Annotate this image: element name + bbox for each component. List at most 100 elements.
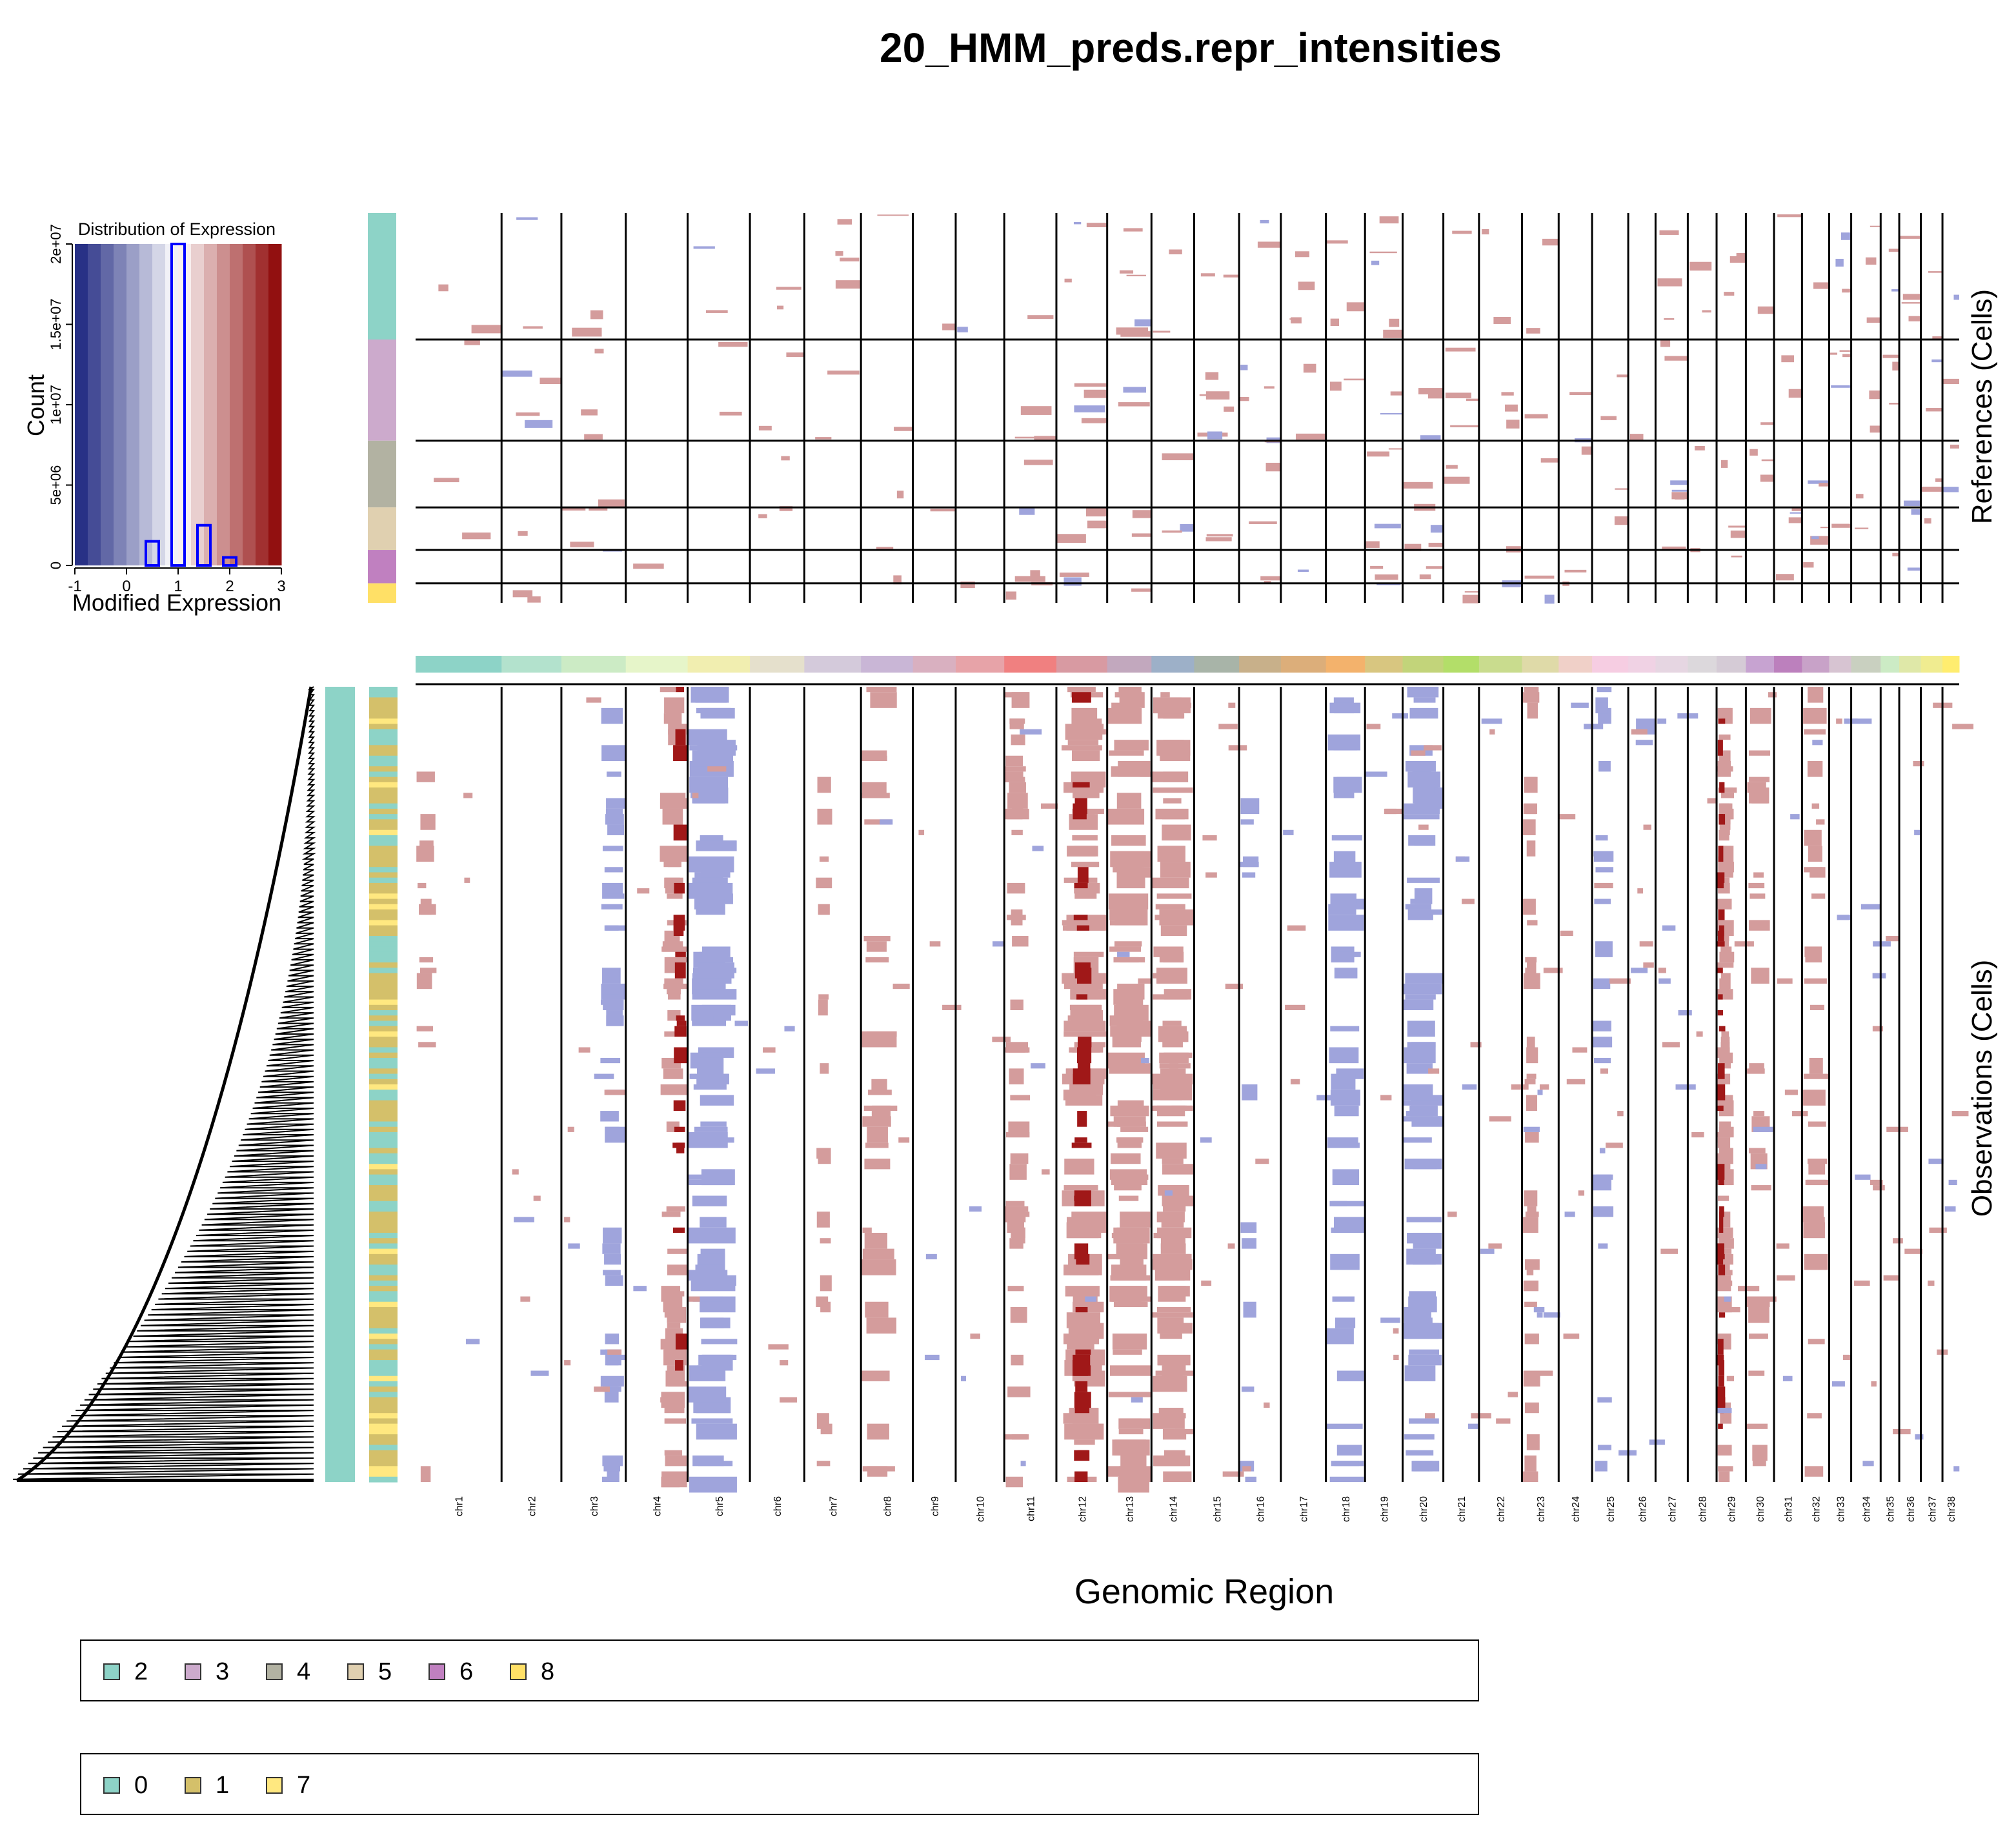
reference-gain-cell: [840, 258, 860, 261]
reference-gain-cell: [1675, 494, 1685, 500]
observation-gain-cell: [1163, 740, 1184, 746]
observation-loss-cell: [713, 1015, 723, 1021]
observation-loss-cell: [1332, 1169, 1360, 1186]
observation-gain-cell: [594, 1386, 610, 1392]
reference-gain-cell: [876, 547, 894, 549]
observation-loss-cell: [1405, 994, 1436, 1000]
observation-gain-cell: [675, 1334, 688, 1350]
reference-gain-cell: [1427, 391, 1444, 399]
observation-cluster-cell: [369, 1370, 398, 1377]
observation-gain-cell: [1719, 1471, 1730, 1482]
observation-gain-cell: [1111, 1232, 1145, 1239]
observation-gain-cell: [672, 1227, 685, 1233]
observation-cluster-cell: [369, 1434, 398, 1440]
histogram-y-tick-label: 1.5e+07: [48, 298, 64, 350]
observation-gain-cell: [1870, 1179, 1883, 1186]
observation-gain-cell: [1153, 1090, 1182, 1101]
reference-loss-cell: [1670, 480, 1688, 485]
reference-gain-cell: [1855, 494, 1864, 499]
observation-gain-cell: [1753, 1111, 1765, 1117]
observation-gain-cell: [1078, 1037, 1092, 1048]
observation-gain-cell: [1720, 808, 1733, 815]
reference-gain-cell: [1728, 525, 1746, 528]
reference-gain-cell: [1370, 565, 1384, 569]
observation-gain-cell: [1159, 951, 1184, 963]
observation-gain-cell: [1162, 1020, 1182, 1026]
observation-gain-cell: [819, 856, 829, 862]
reference-gain-cell: [1760, 422, 1775, 425]
observation-gain-cell: [892, 983, 910, 990]
reference-gain-cell: [1569, 392, 1593, 395]
observation-gain-cell: [1227, 1243, 1235, 1249]
observation-cluster-cell: [369, 814, 398, 820]
observation-loss-cell: [607, 1360, 619, 1366]
observation-gain-cell: [1717, 898, 1732, 909]
reference-loss-cell: [1420, 435, 1441, 440]
reference-gain-cell: [434, 478, 459, 483]
legend-label: 0: [134, 1772, 148, 1799]
observation-gain-cell: [1720, 1248, 1732, 1254]
observation-loss-cell: [701, 946, 731, 957]
reference-gain-cell: [539, 378, 561, 385]
reference-gain-cell: [1123, 228, 1143, 232]
observation-gain-cell: [1428, 1068, 1440, 1074]
reference-gain-cell: [1731, 555, 1742, 558]
reference-gain-cell: [786, 352, 805, 358]
reference-gain-cell: [1926, 408, 1943, 412]
observation-gain-cell: [1749, 776, 1770, 782]
reference-gain-cell: [589, 507, 608, 511]
observation-loss-cell: [600, 1057, 621, 1064]
observation-loss-cell: [689, 1476, 737, 1493]
reference-gain-cell: [1169, 249, 1182, 255]
observation-cluster-cell: [369, 755, 398, 762]
observation-loss-cell: [1329, 1201, 1365, 1206]
observation-loss-cell: [700, 1121, 727, 1127]
observation-gain-cell: [1075, 1349, 1091, 1355]
observation-gain-cell: [1524, 1334, 1539, 1345]
observation-cluster-cell: [369, 1174, 398, 1181]
observation-gain-cell: [867, 1423, 889, 1440]
reference-loss-cell: [502, 370, 532, 377]
observation-gain-cell: [1904, 1248, 1923, 1254]
observation-loss-cell: [689, 776, 729, 793]
observation-gain-cell: [1883, 1275, 1900, 1281]
observation-loss-cell: [924, 1354, 940, 1361]
chromosome-label: chr17: [1299, 1496, 1310, 1522]
observation-gain-cell: [1639, 941, 1653, 947]
reference-gain-cell: [1781, 355, 1794, 363]
observation-gain-cell: [1222, 1471, 1244, 1477]
observation-gain-cell: [660, 687, 676, 693]
reference-gain-cell: [837, 219, 852, 225]
observation-loss-cell: [697, 1057, 724, 1074]
chromosome-color-block: [1592, 656, 1629, 673]
histogram-y-tick-label: 5e+06: [48, 465, 64, 505]
chromosome-color-block: [1239, 656, 1282, 673]
observation-loss-cell: [633, 1286, 647, 1292]
observation-gain-cell: [1660, 1248, 1678, 1254]
color-scale-band: [268, 244, 282, 565]
chromosome-color-block: [687, 656, 751, 673]
reference-gain-cell: [1760, 474, 1775, 482]
observation-gain-cell: [1067, 740, 1099, 746]
observation-loss-cell: [607, 824, 624, 835]
reference-gain-cell: [1295, 433, 1326, 440]
observation-cluster-cell: [369, 713, 398, 719]
legend-swatch: [428, 1663, 445, 1680]
observation-gain-cell: [1718, 1375, 1724, 1387]
observation-loss-cell: [1131, 1397, 1143, 1403]
observation-cluster-cell: [369, 1466, 398, 1472]
reference-gain-cell: [1199, 394, 1218, 396]
observation-gain-cell: [1721, 1306, 1740, 1313]
reference-loss-cell: [1931, 359, 1943, 363]
observation-loss-cell: [1405, 904, 1432, 909]
observation-gain-cell: [1255, 1158, 1269, 1164]
reference-gain-cell: [1464, 591, 1479, 593]
observation-loss-cell: [1333, 1217, 1365, 1233]
observation-gain-cell: [673, 915, 685, 931]
observation-cluster-cell: [369, 1461, 398, 1467]
observation-gain-cell: [1643, 962, 1654, 968]
observation-cluster-cell: [369, 1428, 398, 1435]
observation-cluster-cell: [369, 989, 398, 995]
reference-groups-legend: 2 3 4 5 6 8: [80, 1639, 1479, 1701]
observation-gain-cell: [970, 1334, 980, 1339]
